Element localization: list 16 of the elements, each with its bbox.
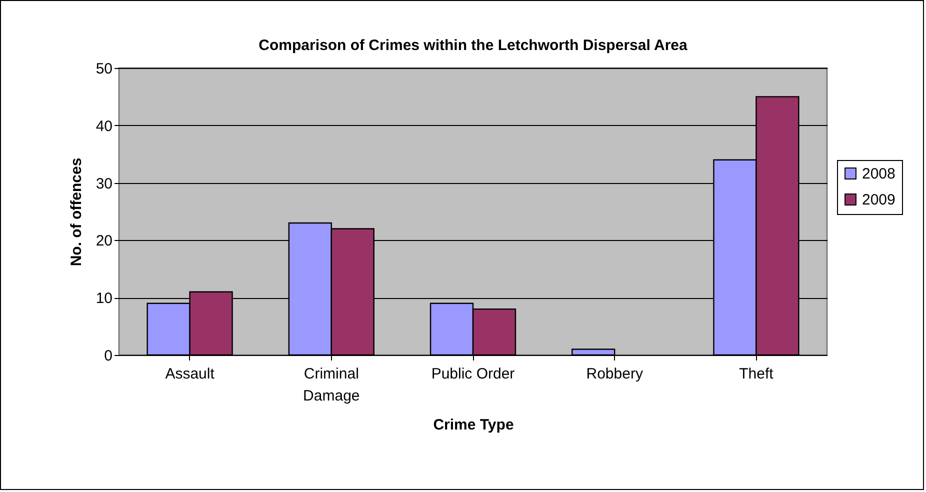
y-tick-label: 10 bbox=[96, 290, 112, 308]
x-tick-label: Robbery bbox=[586, 366, 644, 382]
x-tick-label: Public Order bbox=[431, 366, 515, 382]
y-tick-label: 30 bbox=[96, 175, 112, 192]
x-tick-label: Assault bbox=[165, 366, 216, 382]
x-tick-label: Criminal Damage bbox=[303, 366, 360, 404]
x-axis-title: Crime Type bbox=[433, 416, 514, 434]
y-tick-label: 40 bbox=[96, 118, 112, 135]
y-tick-label: 0 bbox=[104, 348, 112, 364]
y-tick-label: 50 bbox=[96, 60, 112, 78]
x-tick-label: Theft bbox=[739, 366, 774, 382]
legend-label: 2008 bbox=[862, 166, 896, 182]
y-tick-label: 20 bbox=[96, 232, 112, 250]
chart-title: Comparison of Crimes within the Letchworth Dispersal Area bbox=[258, 37, 688, 54]
y-axis-title: No. of offences bbox=[68, 158, 85, 266]
legend-label: 2009 bbox=[862, 192, 896, 208]
